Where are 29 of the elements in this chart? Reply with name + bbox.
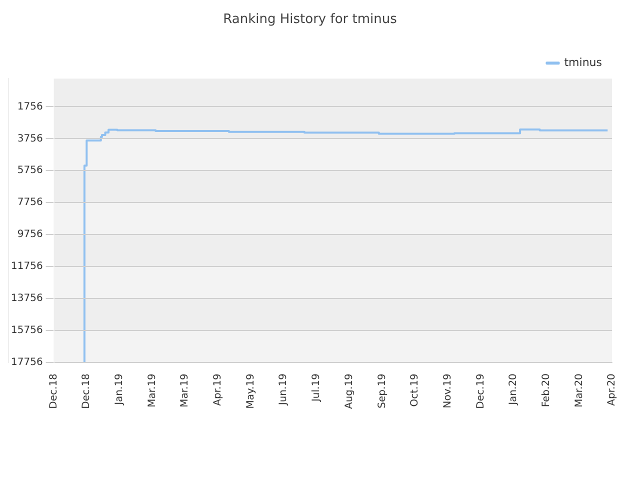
x-tick-label: Oct.19 <box>410 374 421 407</box>
x-tick-label: Aug.19 <box>344 374 355 410</box>
y-tick-label: 13756 <box>11 293 43 304</box>
x-tick-label: May.19 <box>245 374 256 409</box>
y-tick-label: 7756 <box>17 197 43 208</box>
y-tick-label: 11756 <box>11 261 43 272</box>
y-tick-label: 9756 <box>17 229 43 240</box>
x-tick-label: Dec.18 <box>81 374 92 409</box>
y-tick-label: 15756 <box>11 325 43 336</box>
y-tick-label: 3756 <box>17 133 43 144</box>
x-tick-label: Jan.19 <box>114 374 126 406</box>
x-tick-label: Dec.19 <box>475 374 486 409</box>
x-tick-label: Jun.19 <box>278 374 290 406</box>
x-tick-label: Dec.18 <box>48 374 60 409</box>
chart-title: Ranking History for tminus <box>223 12 398 28</box>
y-tick-label: 5756 <box>17 165 43 176</box>
x-tick-label: Sep.19 <box>376 374 388 408</box>
x-tick-label: Nov.19 <box>442 374 454 408</box>
y-tick-label: 1756 <box>17 101 43 112</box>
x-tick-label: Mar.20 <box>574 374 585 408</box>
y-tick-label: 17756 <box>11 357 43 368</box>
x-tick-label: Apr.20 <box>606 374 618 406</box>
x-tick-label: Mar.19 <box>180 374 191 408</box>
x-tick-label: Feb.20 <box>540 374 552 408</box>
legend-label: tminus <box>564 56 602 69</box>
x-tick-label: Mar.19 <box>146 374 158 408</box>
x-tick-label: Apr.19 <box>212 374 224 406</box>
x-tick-label: Jan.20 <box>508 374 520 406</box>
x-tick-label: Jul.19 <box>311 374 322 403</box>
